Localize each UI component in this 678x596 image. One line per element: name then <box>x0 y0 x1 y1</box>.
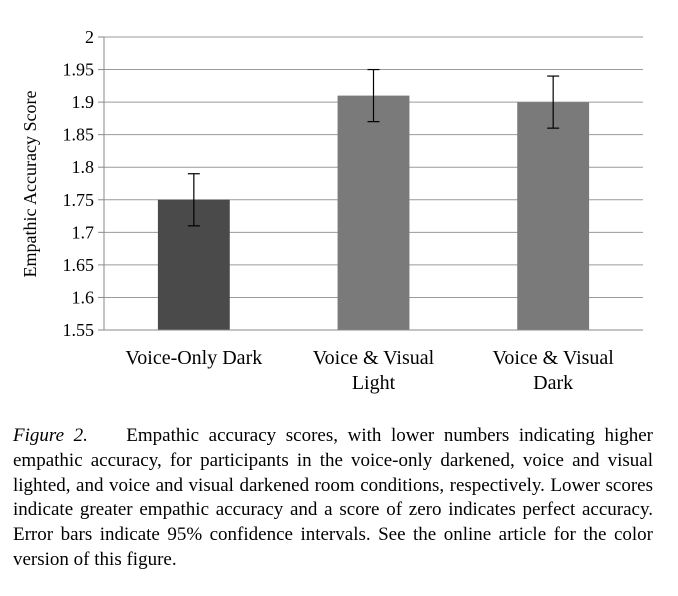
bar <box>337 95 410 330</box>
x-tick-label: Voice & Visual Dark <box>492 347 614 394</box>
y-tick-label: 1.85 <box>63 125 95 145</box>
y-tick-label: 1.55 <box>63 320 95 340</box>
bar-chart: 1.55 1.6 1.65 1.7 1.75 1.8 1.85 1.9 1.95 2 Voice-… <box>20 27 643 394</box>
caption-text: Empathic accuracy scores, with lower num… <box>13 425 653 570</box>
y-tick-label: 1.7 <box>72 222 95 242</box>
y-tick-label: 1.9 <box>72 92 95 112</box>
x-tick-label: Voice-Only Dark <box>125 347 262 369</box>
y-tick-label: 1.95 <box>63 60 95 80</box>
y-tick-label: 1.75 <box>63 190 95 210</box>
bar <box>517 102 590 330</box>
caption-label: Figure 2. <box>13 425 88 446</box>
y-axis-label: Empathic Accuracy Score <box>20 91 40 278</box>
bars <box>157 95 590 330</box>
y-tick-label: 1.6 <box>72 287 95 307</box>
y-tick-label: 2 <box>85 27 94 47</box>
y-tick-label: 1.65 <box>63 255 95 275</box>
error-bars <box>187 68 560 227</box>
figure-caption: Figure 2. Empathic accuracy scores, with… <box>13 424 653 573</box>
x-tick-labels: Voice-Only Dark Voice & Visual Light Voice … <box>125 347 614 394</box>
y-tick-labels: 1.55 1.6 1.65 1.7 1.75 1.8 1.85 1.9 1.95 2 <box>63 27 95 340</box>
y-tick-label: 1.8 <box>72 157 95 177</box>
axes <box>98 36 643 331</box>
x-tick-label: Voice & Visual Light <box>313 347 435 394</box>
